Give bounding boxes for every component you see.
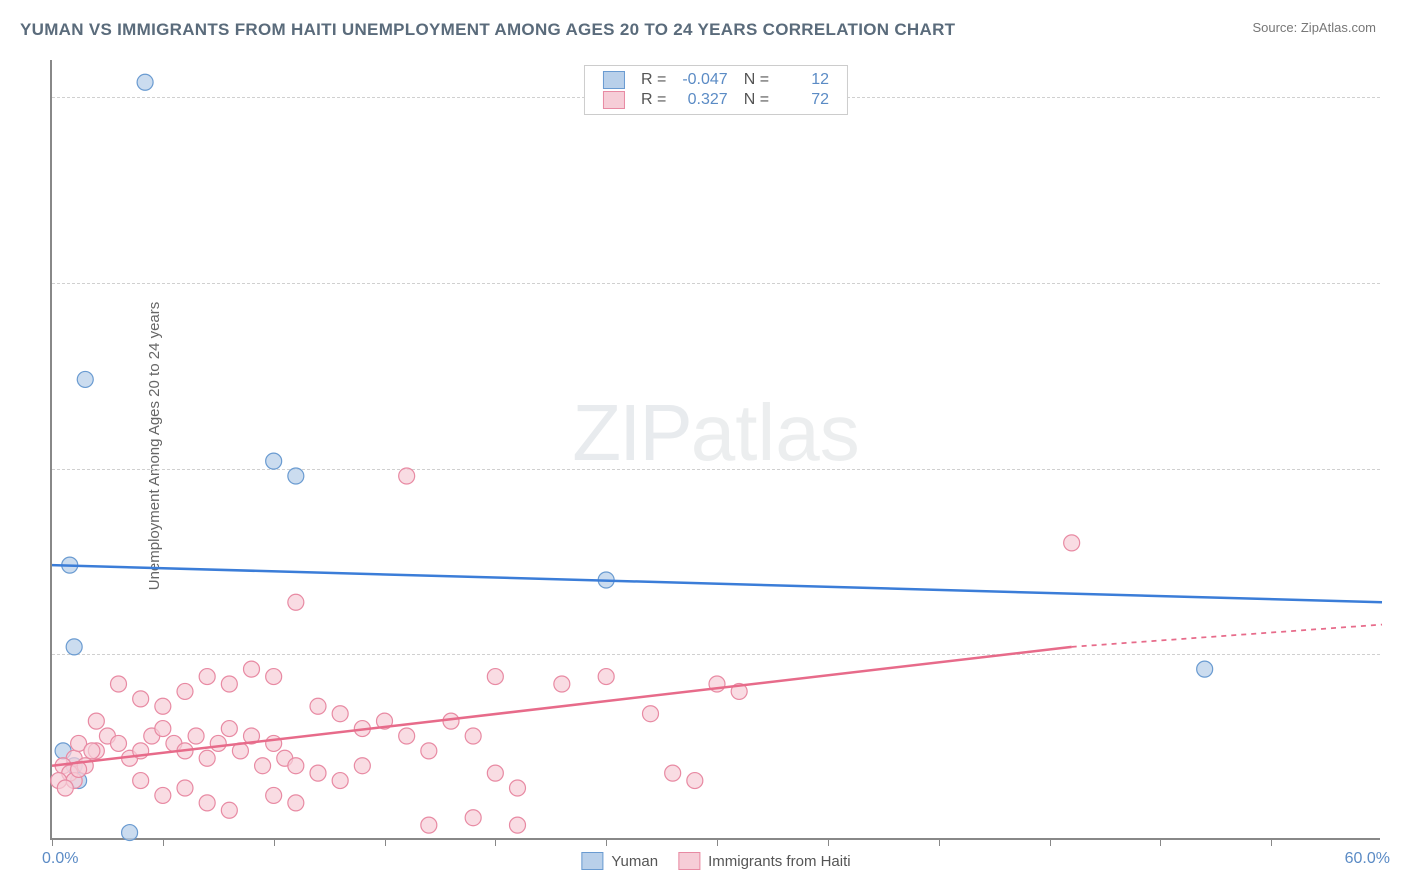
legend-n-label: N = [736, 70, 777, 90]
scatter-point [266, 453, 282, 469]
legend-row-haiti: R = 0.327 N = 72 [595, 90, 837, 110]
scatter-point [155, 698, 171, 714]
legend-swatch-haiti [678, 852, 700, 870]
scatter-point [137, 74, 153, 90]
legend-r-label: R = [633, 90, 674, 110]
scatter-point [177, 780, 193, 796]
regression-line [52, 647, 1072, 766]
legend-series: Yuman Immigrants from Haiti [581, 852, 850, 870]
scatter-point [155, 721, 171, 737]
scatter-point [643, 706, 659, 722]
scatter-point [133, 691, 149, 707]
scatter-point [111, 735, 127, 751]
legend-r-value-haiti: 0.327 [674, 90, 735, 110]
scatter-point [57, 780, 73, 796]
scatter-point [188, 728, 204, 744]
scatter-point [310, 698, 326, 714]
scatter-point [510, 780, 526, 796]
scatter-point [77, 371, 93, 387]
scatter-point [332, 773, 348, 789]
scatter-point [221, 802, 237, 818]
scatter-point [554, 676, 570, 692]
scatter-point [266, 669, 282, 685]
scatter-point [487, 669, 503, 685]
scatter-point [288, 594, 304, 610]
scatter-point [210, 735, 226, 751]
legend-n-value-yuman: 12 [777, 70, 837, 90]
scatter-point [199, 750, 215, 766]
scatter-point [177, 683, 193, 699]
legend-r-label: R = [633, 70, 674, 90]
scatter-point [66, 639, 82, 655]
scatter-point [266, 735, 282, 751]
scatter-svg [52, 60, 1380, 838]
scatter-point [255, 758, 271, 774]
chart-title: YUMAN VS IMMIGRANTS FROM HAITI UNEMPLOYM… [20, 20, 955, 40]
legend-swatch-yuman [603, 71, 625, 89]
scatter-point [332, 706, 348, 722]
scatter-point [510, 817, 526, 833]
scatter-point [244, 661, 260, 677]
scatter-point [598, 669, 614, 685]
scatter-point [155, 787, 171, 803]
scatter-point [199, 669, 215, 685]
x-max-label: 60.0% [1345, 850, 1390, 868]
plot-area: ZIPatlas 25.0%50.0%75.0%100.0% 0.0% 60.0… [50, 60, 1380, 840]
legend-label-haiti: Immigrants from Haiti [708, 853, 851, 870]
legend-n-label: N = [736, 90, 777, 110]
scatter-point [687, 773, 703, 789]
scatter-point [111, 676, 127, 692]
legend-n-value-haiti: 72 [777, 90, 837, 110]
legend-item-haiti: Immigrants from Haiti [678, 852, 851, 870]
scatter-point [443, 713, 459, 729]
scatter-point [665, 765, 681, 781]
scatter-point [266, 787, 282, 803]
scatter-point [288, 758, 304, 774]
scatter-point [310, 765, 326, 781]
scatter-point [221, 676, 237, 692]
scatter-point [354, 758, 370, 774]
scatter-point [465, 728, 481, 744]
x-origin-label: 0.0% [42, 850, 78, 868]
legend-item-yuman: Yuman [581, 852, 658, 870]
legend-swatch-yuman [581, 852, 603, 870]
regression-line [52, 565, 1382, 602]
legend-row-yuman: R = -0.047 N = 12 [595, 70, 837, 90]
regression-line-extension [1072, 625, 1382, 647]
legend-swatch-haiti [603, 91, 625, 109]
scatter-point [288, 468, 304, 484]
scatter-point [487, 765, 503, 781]
scatter-point [88, 713, 104, 729]
legend-r-value-yuman: -0.047 [674, 70, 735, 90]
scatter-point [399, 468, 415, 484]
scatter-point [421, 743, 437, 759]
scatter-point [221, 721, 237, 737]
scatter-point [288, 795, 304, 811]
scatter-point [465, 810, 481, 826]
scatter-point [1064, 535, 1080, 551]
scatter-point [399, 728, 415, 744]
scatter-point [421, 817, 437, 833]
source-attribution: Source: ZipAtlas.com [1252, 20, 1376, 35]
legend-correlation: R = -0.047 N = 12 R = 0.327 N = 72 [584, 65, 848, 115]
legend-label-yuman: Yuman [611, 853, 658, 870]
scatter-point [133, 773, 149, 789]
scatter-point [122, 825, 138, 841]
scatter-point [1197, 661, 1213, 677]
scatter-point [84, 743, 100, 759]
scatter-point [199, 795, 215, 811]
